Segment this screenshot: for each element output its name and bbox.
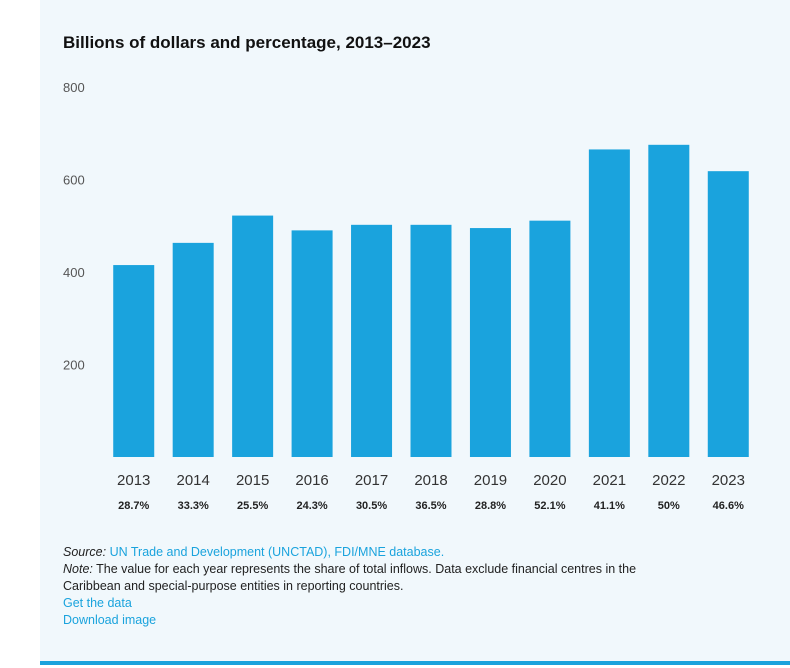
x-tick-label: 2022	[652, 472, 685, 489]
note-text-1: The value for each year represents the s…	[96, 562, 637, 576]
x-tick-label: 2019	[474, 472, 507, 489]
bar-2023	[707, 171, 749, 458]
source-line: Source: UN Trade and Development (UNCTAD…	[63, 544, 636, 561]
note-label: Note:	[63, 562, 93, 576]
bar-2022	[648, 144, 690, 457]
data-label: 30.5%	[356, 500, 387, 512]
bar-2017	[351, 224, 393, 457]
y-tick-label: 200	[63, 358, 85, 373]
data-label: 36.5%	[415, 500, 446, 512]
x-tick-label: 2015	[236, 472, 269, 489]
y-axis-ticks: 200 400 600 800	[63, 80, 85, 373]
source-label: Source:	[63, 545, 107, 559]
bar-2015	[232, 215, 274, 457]
bar-2020	[529, 220, 571, 457]
note-line: Note: The value for each year represents…	[63, 561, 636, 578]
x-tick-label: 2013	[117, 472, 150, 489]
note-text-2: Caribbean and special-purpose entities i…	[63, 579, 404, 593]
data-label: 28.8%	[475, 500, 506, 512]
x-tick-label: 2021	[593, 472, 626, 489]
bottom-rule	[40, 661, 790, 665]
download-image-link[interactable]: Download image	[63, 613, 157, 627]
data-label: 41.1%	[594, 500, 625, 512]
chart-title: Billions of dollars and percentage, 2013…	[63, 33, 431, 52]
percentage-labels: 28.7% 33.3% 25.5% 24.3% 30.5% 36.5% 28.8% 52.1%…	[118, 500, 744, 512]
get-data-link[interactable]: Get the data	[63, 596, 132, 610]
x-axis-labels: 2013 2014 2015 2016 2017 2018 2019 2020 2021 2022…	[117, 472, 745, 489]
bar-2016	[291, 230, 333, 457]
bar-2019	[469, 228, 511, 457]
x-tick-label: 2017	[355, 472, 388, 489]
data-label: 50%	[658, 500, 680, 512]
x-tick-label: 2016	[295, 472, 328, 489]
x-tick-label: 2014	[176, 472, 209, 489]
y-tick-label: 600	[63, 173, 85, 188]
data-label: 46.6%	[713, 500, 744, 512]
y-tick-label: 800	[63, 80, 85, 95]
bar-2018	[410, 224, 452, 457]
data-label: 25.5%	[237, 500, 268, 512]
bars	[113, 144, 749, 458]
data-label: 52.1%	[534, 500, 565, 512]
data-label: 33.3%	[178, 500, 209, 512]
bar-2013	[113, 265, 155, 457]
data-label: 24.3%	[296, 500, 327, 512]
x-tick-label: 2018	[414, 472, 447, 489]
source-link[interactable]: UN Trade and Development (UNCTAD), FDI/M…	[109, 545, 445, 559]
x-tick-label: 2023	[712, 472, 745, 489]
notes-block: Source: UN Trade and Development (UNCTAD…	[63, 544, 636, 629]
bar-2021	[588, 149, 630, 457]
y-tick-label: 400	[63, 265, 85, 280]
x-tick-label: 2020	[533, 472, 566, 489]
bar-2014	[172, 242, 214, 457]
data-label: 28.7%	[118, 500, 149, 512]
